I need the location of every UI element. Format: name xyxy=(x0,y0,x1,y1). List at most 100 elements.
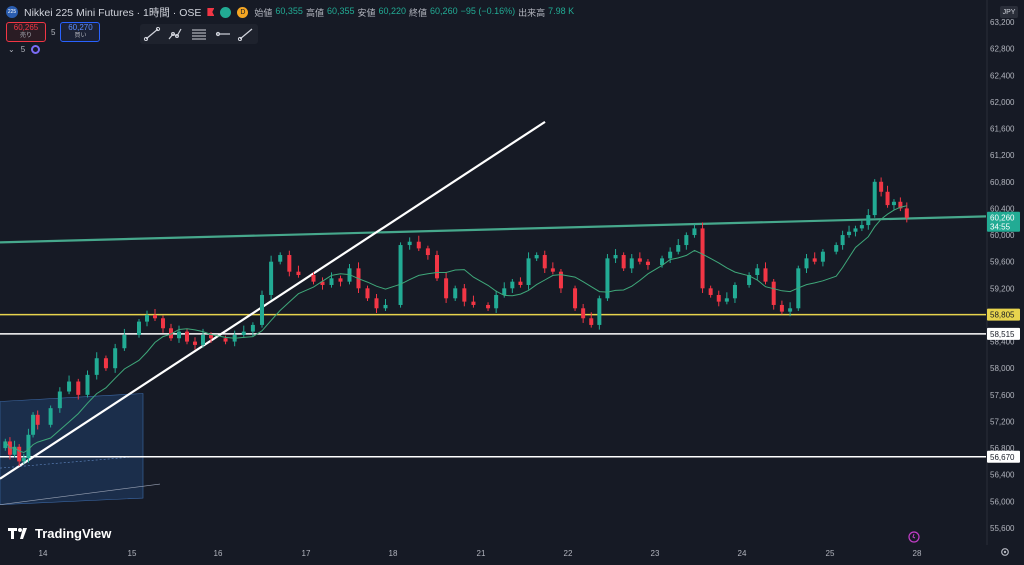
replay-icon[interactable] xyxy=(908,531,920,543)
candle-body xyxy=(885,191,890,206)
y-tick-label: 62,800 xyxy=(990,45,1015,54)
candle-body xyxy=(510,281,515,289)
candle-body xyxy=(320,281,325,285)
candle-body xyxy=(103,358,108,369)
candle-body xyxy=(700,228,705,289)
candle-body xyxy=(241,331,246,335)
x-tick-label: 15 xyxy=(128,549,137,558)
candle-body xyxy=(462,288,467,302)
y-tick-label: 60,800 xyxy=(990,178,1015,187)
candle-body xyxy=(26,434,31,459)
candle-body xyxy=(732,284,737,299)
candle-body xyxy=(812,258,817,262)
close-label: 終値 xyxy=(409,7,428,18)
candle-body xyxy=(788,308,793,312)
candle-body xyxy=(550,268,555,272)
candle-body xyxy=(486,304,491,309)
candle-body xyxy=(518,281,523,285)
candle-body xyxy=(708,288,713,295)
chart-header: 225 Nikkei 225 Mini Futures · 1時間 · OSE … xyxy=(6,5,574,19)
rectangle-drawing xyxy=(0,393,144,505)
candle-body xyxy=(621,255,626,269)
sell-button[interactable]: 60,265 売り xyxy=(6,22,46,42)
y-tick-label: 55,600 xyxy=(990,524,1015,533)
candle-body xyxy=(692,228,697,236)
fib-tool-icon[interactable] xyxy=(190,27,208,41)
candle-body xyxy=(779,304,784,312)
candle-body xyxy=(201,334,205,345)
price-label-box xyxy=(987,450,1020,463)
countdown-label: 34:55 xyxy=(990,223,1011,232)
y-tick-label: 59,200 xyxy=(990,284,1015,293)
trend-line-tool-icon[interactable] xyxy=(143,27,161,41)
low-label: 安値 xyxy=(357,7,376,18)
candle-body xyxy=(269,261,274,295)
candle-body xyxy=(161,318,165,329)
change-value: −95 (−0.16%) xyxy=(460,5,516,16)
candle-body xyxy=(94,358,99,375)
quantity-value[interactable]: 5 xyxy=(51,27,56,37)
open-value: 60,355 xyxy=(275,5,303,16)
candle-body xyxy=(589,318,594,325)
candle-body xyxy=(534,255,539,259)
y-tick-label: 60,400 xyxy=(990,204,1015,213)
path-tool-icon[interactable] xyxy=(166,27,184,41)
ray-tool-icon[interactable] xyxy=(214,27,232,41)
y-tick-label: 57,600 xyxy=(990,391,1015,400)
x-tick-label: 24 xyxy=(738,549,747,558)
candle-body xyxy=(840,235,845,246)
candle-body xyxy=(904,208,909,218)
candle-body xyxy=(12,446,17,455)
currency-selector[interactable]: JPY xyxy=(1000,6,1018,18)
x-tick-label: 16 xyxy=(214,549,223,558)
candle-body xyxy=(866,215,871,226)
candle-body xyxy=(260,294,264,325)
trade-panel: 60,265 売り 5 60,270 買い xyxy=(6,22,101,42)
candle-body xyxy=(250,324,255,332)
gear-icon[interactable] xyxy=(1000,547,1010,557)
indicator-circle-icon[interactable] xyxy=(31,45,41,54)
y-tick-label: 62,400 xyxy=(990,71,1015,80)
sell-price: 60,265 xyxy=(13,23,39,32)
candle-body xyxy=(185,331,189,342)
candle-body xyxy=(193,341,197,345)
high-label: 高値 xyxy=(305,7,324,18)
measure-tool-icon[interactable] xyxy=(237,27,255,41)
chevron-down-icon[interactable]: ⌄ xyxy=(8,45,15,54)
buy-button[interactable]: 60,270 買い xyxy=(60,22,101,42)
symbol-title[interactable]: Nikkei 225 Mini Futures · 1時間 · OSE xyxy=(24,6,202,19)
indicator-count[interactable]: 5 xyxy=(20,45,26,54)
candle-body xyxy=(804,258,809,269)
candle-body xyxy=(747,275,752,285)
price-label-box xyxy=(987,211,1020,232)
x-tick-label: 25 xyxy=(826,549,835,558)
y-tick-label: 57,200 xyxy=(990,417,1015,426)
candle-body xyxy=(763,268,768,282)
x-tick-label: 21 xyxy=(477,549,486,558)
candle-body xyxy=(716,294,721,302)
y-tick-label: 56,800 xyxy=(990,444,1015,453)
candle-body xyxy=(771,281,776,305)
candle-body xyxy=(407,241,412,246)
x-tick-label: 17 xyxy=(302,549,311,558)
y-tick-label: 61,600 xyxy=(990,125,1015,134)
candle-body xyxy=(287,255,292,272)
candle-body xyxy=(891,201,896,206)
candle-body xyxy=(435,255,439,279)
x-tick-label: 18 xyxy=(389,549,398,558)
price-label-box xyxy=(987,327,1020,340)
candle-body xyxy=(676,245,681,252)
candle-body xyxy=(581,308,586,319)
low-value: 60,220 xyxy=(378,5,407,16)
candle-body xyxy=(278,255,283,262)
candle-body xyxy=(137,321,141,335)
y-tick-label: 58,000 xyxy=(990,364,1015,373)
y-tick-label: 60,000 xyxy=(990,231,1015,240)
candle-body xyxy=(660,258,665,266)
buy-price: 60,270 xyxy=(68,23,93,32)
y-tick-label: 56,000 xyxy=(990,497,1015,506)
flag-icon[interactable] xyxy=(207,8,215,16)
close-value: 60,260 xyxy=(430,5,458,16)
candle-body xyxy=(613,255,618,259)
